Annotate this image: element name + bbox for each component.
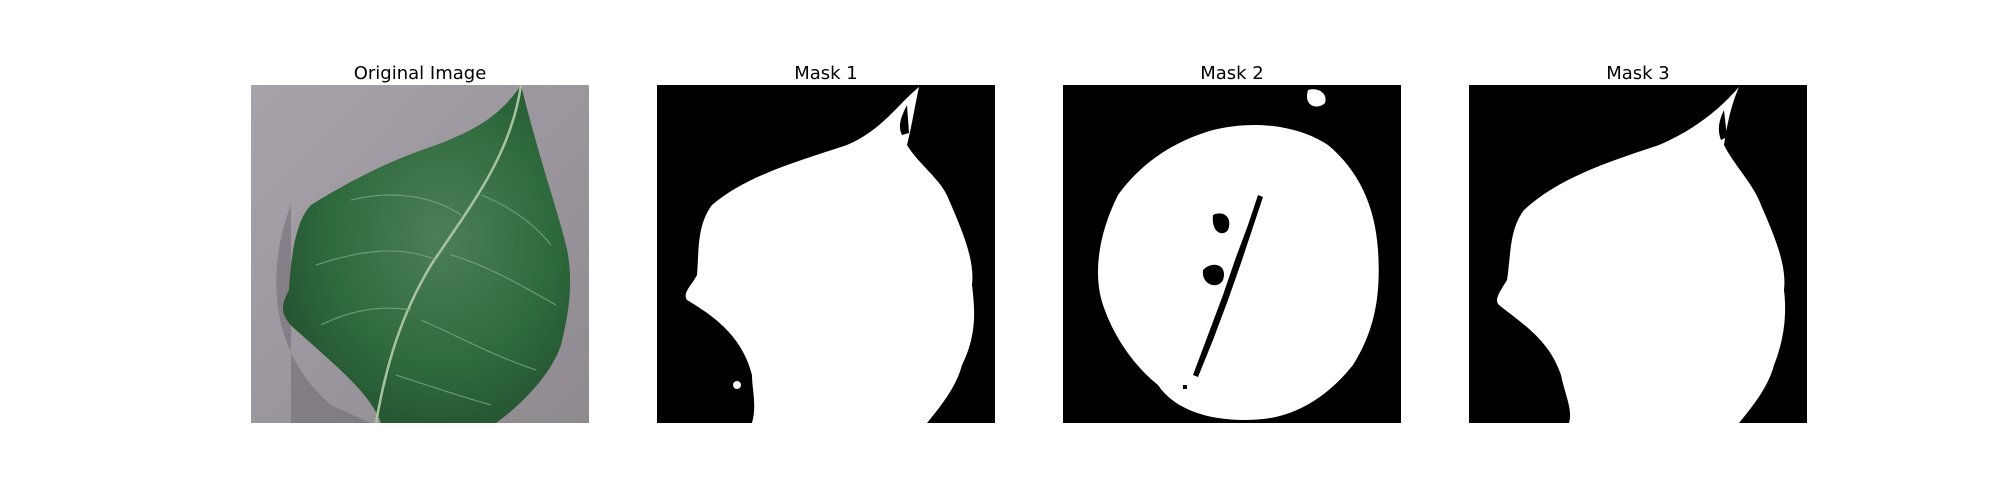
mask-2-graphic bbox=[1063, 85, 1401, 423]
original-image bbox=[251, 85, 589, 423]
original-image-panel: Original Image bbox=[251, 62, 589, 426]
mask-3-panel: Mask 3 bbox=[1469, 62, 1807, 426]
mask-2-panel: Mask 2 bbox=[1063, 62, 1401, 426]
mask-1-image bbox=[657, 85, 995, 423]
leaf-shape bbox=[283, 85, 571, 423]
mask-3-graphic bbox=[1469, 85, 1807, 423]
mask-1-panel: Mask 1 bbox=[657, 62, 995, 426]
mask-3-image bbox=[1469, 85, 1807, 423]
mask-2-title: Mask 2 bbox=[1200, 63, 1264, 84]
mask-1-title: Mask 1 bbox=[794, 63, 858, 84]
mask-2-image bbox=[1063, 85, 1401, 423]
mask-1-graphic bbox=[657, 85, 995, 423]
leaf-midrib bbox=[374, 85, 523, 423]
original-image-title: Original Image bbox=[353, 63, 487, 84]
mask-3-title: Mask 3 bbox=[1606, 63, 1670, 84]
leaf-photo bbox=[251, 85, 589, 423]
